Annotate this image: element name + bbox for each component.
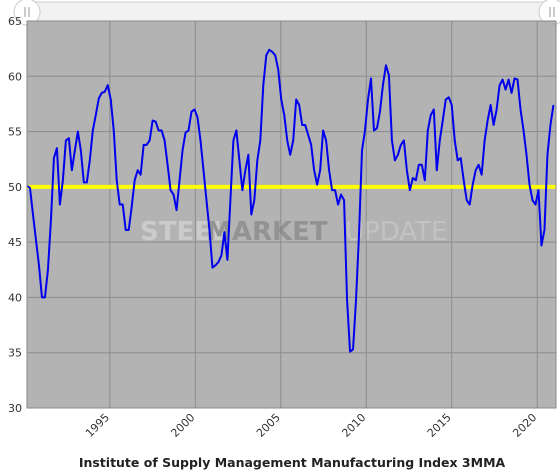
y-tick-label: 50: [8, 181, 22, 194]
y-tick-label: 35: [8, 347, 22, 360]
y-tick-label: 45: [8, 236, 22, 249]
chart-title: Institute of Supply Management Manufactu…: [79, 455, 506, 470]
watermark-text: STEEL: [140, 217, 229, 247]
plot-area: [27, 21, 556, 408]
x-tick-label: 2005: [254, 411, 283, 440]
y-tick-label: 55: [8, 126, 22, 139]
x-tick-label: 2010: [339, 411, 368, 440]
y-tick-label: 30: [8, 402, 22, 415]
watermark-text: UPDATE: [345, 217, 447, 247]
y-tick-label: 40: [8, 291, 22, 304]
x-tick-label: 2015: [425, 411, 454, 440]
y-tick-label: 60: [8, 70, 22, 83]
range-slider[interactable]: [13, 0, 560, 26]
data-line: [26, 48, 555, 353]
y-tick-label: 65: [8, 15, 22, 28]
x-tick-label: 2000: [168, 411, 197, 440]
slider-track[interactable]: [26, 1, 557, 23]
x-tick-label: 1995: [83, 411, 112, 440]
x-tick-label: 2020: [510, 411, 539, 440]
plot-border: [26, 20, 557, 409]
